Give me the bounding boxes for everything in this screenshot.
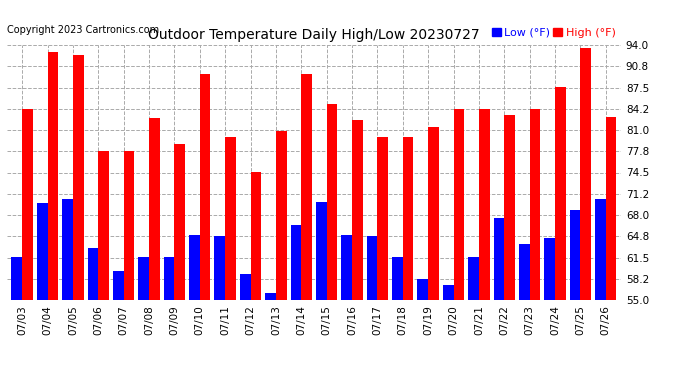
Text: Copyright 2023 Cartronics.com: Copyright 2023 Cartronics.com [7, 25, 159, 35]
Bar [479, 109, 489, 300]
Title: Outdoor Temperature Daily High/Low 20230727: Outdoor Temperature Daily High/Low 20230… [148, 28, 480, 42]
Bar [366, 236, 377, 300]
Bar [326, 104, 337, 300]
Bar [139, 258, 149, 300]
Bar [555, 87, 566, 300]
Bar [403, 136, 413, 300]
Bar [519, 244, 530, 300]
Bar [377, 136, 388, 300]
Bar [164, 258, 175, 300]
Bar [469, 258, 479, 300]
Bar [392, 258, 403, 300]
Bar [37, 203, 48, 300]
Bar [240, 274, 250, 300]
Bar [342, 235, 352, 300]
Bar [215, 236, 225, 300]
Bar [189, 235, 200, 300]
Bar [428, 127, 439, 300]
Bar [225, 136, 236, 300]
Bar [73, 55, 83, 300]
Bar [12, 258, 22, 300]
Bar [352, 120, 363, 300]
Bar [504, 115, 515, 300]
Bar [544, 238, 555, 300]
Bar [175, 144, 185, 300]
Bar [290, 225, 302, 300]
Bar [595, 199, 606, 300]
Bar [493, 218, 504, 300]
Bar [124, 151, 135, 300]
Bar [580, 48, 591, 300]
Bar [62, 199, 73, 300]
Bar [22, 109, 33, 300]
Bar [265, 294, 276, 300]
Bar [417, 279, 428, 300]
Bar [570, 210, 580, 300]
Bar [113, 271, 124, 300]
Bar [98, 151, 109, 300]
Bar [316, 202, 326, 300]
Bar [250, 172, 262, 300]
Bar [149, 118, 159, 300]
Bar [606, 117, 616, 300]
Bar [48, 51, 58, 300]
Bar [302, 74, 312, 300]
Bar [443, 285, 453, 300]
Bar [88, 248, 98, 300]
Legend: Low (°F), High (°F): Low (°F), High (°F) [492, 28, 615, 38]
Bar [453, 109, 464, 300]
Bar [200, 74, 210, 300]
Bar [530, 109, 540, 300]
Bar [276, 131, 286, 300]
